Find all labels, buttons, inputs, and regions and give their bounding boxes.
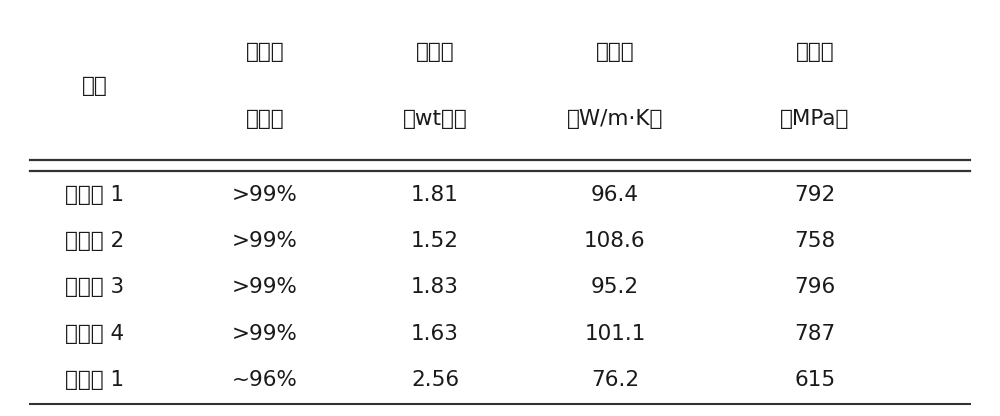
Text: 796: 796 (794, 277, 836, 297)
Text: 对比例 1: 对比例 1 (65, 370, 125, 390)
Text: 1.63: 1.63 (411, 324, 459, 344)
Text: >99%: >99% (232, 231, 298, 251)
Text: 致密度: 致密度 (246, 42, 284, 62)
Text: ~96%: ~96% (232, 370, 298, 390)
Text: 实施例 4: 实施例 4 (65, 324, 125, 344)
Text: 95.2: 95.2 (591, 277, 639, 297)
Text: 热导率: 热导率 (596, 42, 634, 62)
Text: 108.6: 108.6 (584, 231, 646, 251)
Text: 96.4: 96.4 (591, 185, 639, 205)
Text: 2.56: 2.56 (411, 370, 459, 390)
Text: 抗弯强: 抗弯强 (796, 42, 834, 62)
Text: 792: 792 (794, 185, 836, 205)
Text: 758: 758 (794, 231, 836, 251)
Text: （wt％）: （wt％） (403, 109, 467, 129)
Text: （W/m·K）: （W/m·K） (567, 109, 663, 129)
Text: 实施例 3: 实施例 3 (65, 277, 125, 297)
Text: 1.81: 1.81 (411, 185, 459, 205)
Text: 615: 615 (794, 370, 836, 390)
Text: 编号: 编号 (82, 76, 108, 96)
Text: 1.52: 1.52 (411, 231, 459, 251)
Text: 1.83: 1.83 (411, 277, 459, 297)
Text: >99%: >99% (232, 185, 298, 205)
Text: （MPa）: （MPa） (780, 109, 850, 129)
Text: 101.1: 101.1 (584, 324, 646, 344)
Text: >99%: >99% (232, 324, 298, 344)
Text: 实施例 1: 实施例 1 (65, 185, 125, 205)
Text: 实施例 2: 实施例 2 (65, 231, 125, 251)
Text: （％）: （％） (246, 109, 284, 129)
Text: 787: 787 (794, 324, 836, 344)
Text: 76.2: 76.2 (591, 370, 639, 390)
Text: 氧含量: 氧含量 (416, 42, 454, 62)
Text: >99%: >99% (232, 277, 298, 297)
